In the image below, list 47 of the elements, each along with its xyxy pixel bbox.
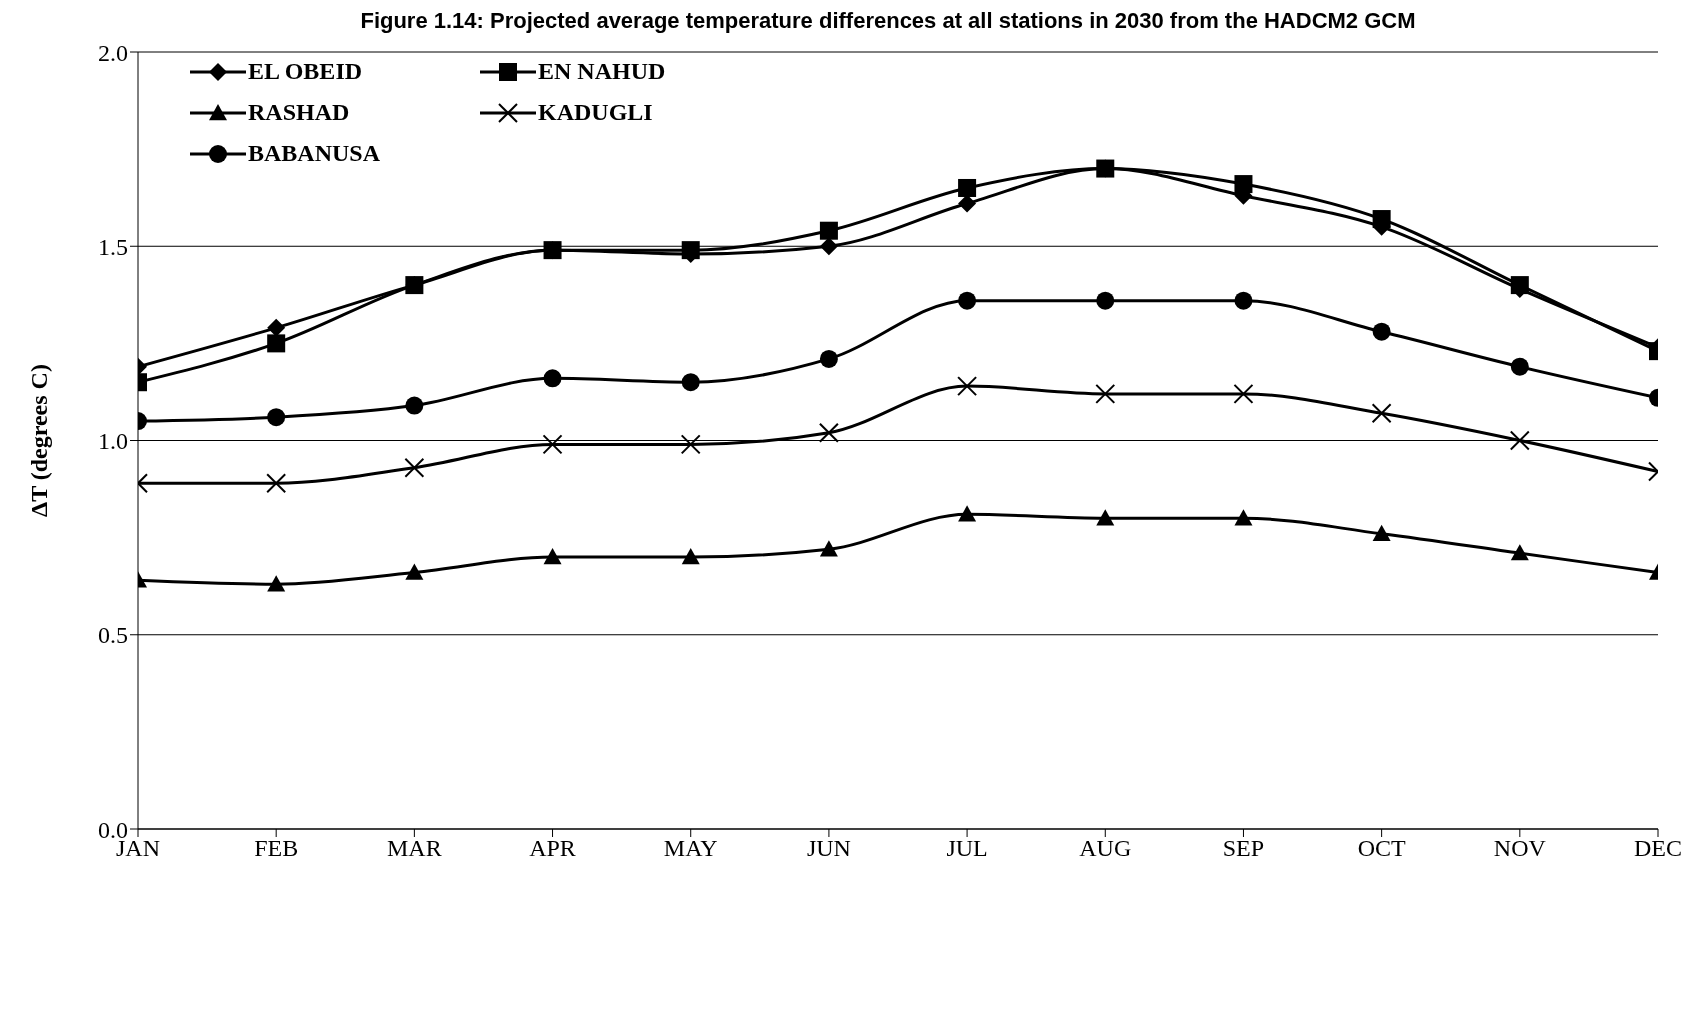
point — [1234, 291, 1253, 310]
point — [958, 178, 977, 197]
point — [405, 563, 424, 580]
x-tick-label: FEB — [254, 835, 299, 862]
point — [1096, 291, 1115, 310]
point — [958, 291, 977, 310]
x-tick-label: JUL — [946, 835, 988, 862]
legend-label: RASHAD — [248, 99, 350, 126]
y-tick-label: 1.5 — [98, 233, 128, 260]
point — [681, 548, 700, 565]
point — [1096, 509, 1115, 526]
point — [1372, 524, 1391, 541]
x-tick-label: DEC — [1634, 835, 1682, 862]
x-tick-label: NOV — [1493, 835, 1547, 862]
point — [681, 373, 700, 392]
legend-label: BABANUSA — [248, 140, 381, 167]
point — [819, 221, 838, 240]
x-tick-label: AUG — [1079, 835, 1132, 862]
y-tick-label: 1.0 — [98, 428, 128, 455]
x-tick-label: MAR — [387, 835, 442, 862]
y-axis-title: ΔT (degrees C) — [25, 364, 52, 517]
x-tick-label: JUN — [806, 835, 851, 862]
legend-label: KADUGLI — [538, 99, 653, 126]
x-tick-label: SEP — [1222, 835, 1265, 862]
point — [958, 505, 977, 522]
point — [267, 408, 286, 427]
point — [1510, 357, 1529, 376]
point — [819, 540, 838, 557]
y-tick-label: 2.0 — [98, 39, 128, 66]
legend-label: EN NAHUD — [538, 58, 666, 85]
point — [267, 334, 286, 353]
legend-label: EL OBEID — [248, 58, 363, 85]
point — [819, 237, 838, 256]
point — [819, 349, 838, 368]
y-tick-label: 0.5 — [98, 622, 128, 649]
x-tick-label: MAY — [663, 835, 718, 862]
x-tick-label: APR — [529, 835, 576, 862]
point — [267, 318, 286, 337]
chart-title: Figure 1.14: Projected average temperature differences at all stations in 2030 from the HADCM2 GCM — [359, 8, 1417, 35]
point — [543, 369, 562, 388]
point — [267, 575, 286, 592]
point — [543, 548, 562, 565]
point — [1510, 544, 1529, 561]
point — [1372, 322, 1391, 341]
point — [1234, 509, 1253, 526]
point — [405, 396, 424, 415]
x-tick-label: OCT — [1357, 835, 1406, 862]
